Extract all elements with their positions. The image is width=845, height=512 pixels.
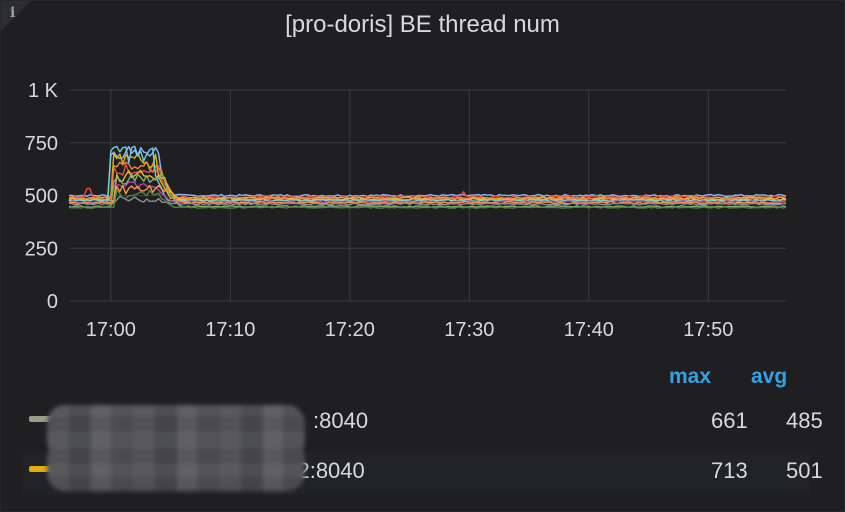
series-line xyxy=(68,172,787,209)
legend-max-value: 713 xyxy=(711,458,748,483)
y-tick-label: 0 xyxy=(47,291,58,313)
legend-max-value: 661 xyxy=(711,408,748,433)
series-line xyxy=(68,169,787,202)
legend-series-swatch[interactable] xyxy=(29,466,59,472)
legend-series-name[interactable]: :8040 xyxy=(313,408,369,433)
x-tick-label: 17:40 xyxy=(564,319,614,341)
y-tick-label: 250 xyxy=(25,238,58,260)
legend-avg-value: 501 xyxy=(786,458,823,483)
info-icon[interactable]: i xyxy=(10,5,16,21)
series-line xyxy=(68,145,787,203)
series-line xyxy=(68,189,787,209)
legend-row[interactable]: :8040 661 485 xyxy=(23,401,823,445)
y-axis-ticks: 0 250 500 750 1 K xyxy=(25,80,59,313)
y-tick-label: 500 xyxy=(25,186,58,208)
legend-col-max[interactable]: max xyxy=(669,365,712,388)
legend-series-swatch[interactable] xyxy=(29,416,59,422)
chart-series xyxy=(68,145,787,209)
x-tick-label: 17:30 xyxy=(444,319,494,341)
series-line xyxy=(68,195,787,206)
series-line xyxy=(68,184,787,205)
legend-col-avg[interactable]: avg xyxy=(751,365,788,388)
x-tick-label: 17:10 xyxy=(205,319,255,341)
series-line xyxy=(68,152,787,200)
y-tick-label: 750 xyxy=(25,133,58,155)
series-line xyxy=(68,163,787,199)
redacted-host-name xyxy=(47,441,305,491)
x-tick-label: 17:20 xyxy=(325,319,375,341)
y-tick-label: 1 K xyxy=(28,80,59,102)
panel-title[interactable]: [pro-doris] BE thread num xyxy=(285,11,560,38)
x-tick-label: 17:00 xyxy=(86,319,136,341)
x-tick-label: 17:50 xyxy=(683,319,733,341)
legend-avg-value: 485 xyxy=(786,408,823,433)
x-axis-ticks: 17:00 17:10 17:20 17:30 17:40 17:50 xyxy=(86,319,734,341)
series-line xyxy=(68,145,787,198)
panel-info-corner[interactable] xyxy=(1,1,31,31)
